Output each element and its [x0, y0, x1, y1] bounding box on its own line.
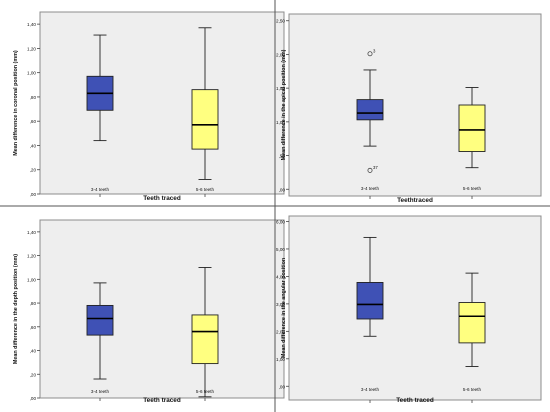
x-axis-label: Teeth traced [396, 397, 434, 404]
x-tick-label: 5-6 teeth [463, 186, 482, 191]
panels: ,00 ,20 ,40 ,60 ,80 1,00 1,20 1,40 Mean differen… [13, 11, 542, 404]
y-tick-label-1: 1,00 [276, 357, 285, 362]
plot-area [288, 215, 542, 401]
box-2: 5-6 teeth [458, 272, 486, 403]
y-axis-label: Mean difference in the apical position (… [281, 49, 287, 160]
y-tick-label-2: ,40 [30, 349, 37, 354]
plot-area [39, 219, 285, 399]
box-2: 5-6 teeth [191, 27, 219, 197]
y-tick-label-1: ,20 [30, 168, 37, 173]
y-tick-label-5: 1,00 [27, 277, 36, 282]
chart-panel-3: ,00 ,20 ,40 ,60 ,80 1,00 1,20 1,40 Mean differen… [13, 219, 285, 404]
outlier-point-2 [367, 167, 373, 173]
x-tick-label: 3-4 teeth [361, 387, 380, 392]
y-tick-label-3: ,60 [30, 325, 37, 330]
box-1: 3-4 teeth [86, 34, 114, 197]
y-axis-label: Mean difference in the angular position [281, 258, 287, 358]
iqr-box [191, 89, 219, 150]
iqr-box [458, 302, 486, 344]
y-tick-label-3: 1,50 [276, 86, 285, 91]
iqr-box [356, 282, 384, 320]
y-tick-label-1: ,50 [279, 154, 286, 159]
chart-panel-1: ,00 ,20 ,40 ,60 ,80 1,00 1,20 1,40 Mean differen… [13, 11, 285, 202]
x-axis-label: Teeth traced [143, 195, 181, 202]
x-tick-label: 5-6 teeth [196, 187, 215, 192]
y-tick-label-6: 6,00 [276, 219, 285, 224]
y-tick-label-4: ,80 [30, 95, 37, 100]
x-tick-label: 3-4 teeth [361, 186, 380, 191]
iqr-box [458, 104, 486, 152]
y-tick-label-4: ,80 [30, 301, 37, 306]
y-axis-label: Mean difference in the depth position (m… [13, 254, 19, 364]
y-tick-label-0: ,00 [279, 187, 286, 192]
y-tick-label-2: 1,00 [276, 120, 285, 125]
y-tick-label-7: 1,40 [27, 230, 36, 235]
x-axis-label: Teethtraced [397, 197, 433, 204]
y-tick-label-5: 5,00 [276, 247, 285, 252]
box-2: 5-6 teeth [191, 267, 219, 401]
y-tick-label-2: ,40 [30, 143, 37, 148]
iqr-box [86, 304, 114, 336]
x-tick-label: 3-4 teeth [91, 187, 110, 192]
iqr-box [191, 314, 219, 365]
x-tick-label: 3-4 teeth [91, 389, 110, 394]
x-tick-label: 5-6 teeth [463, 387, 482, 392]
outlier-label-2: 37 [373, 165, 378, 170]
box-1: 3 37 3-4 teeth [356, 48, 384, 199]
box-1: 3-4 teeth [356, 236, 384, 403]
y-tick-label-4: 2,00 [276, 52, 285, 57]
chart-panel-4: ,00 1,00 2,00 3,00 4,00 5,00 6,00 Mean differen… [276, 215, 542, 404]
y-tick-label-4: 4,00 [276, 274, 285, 279]
iqr-box [356, 99, 384, 121]
plot-area [288, 13, 542, 197]
y-tick-label-3: ,60 [30, 119, 37, 124]
outlier-label-1: 3 [373, 48, 376, 53]
y-tick-label-2: 2,00 [276, 329, 285, 334]
box-1: 3-4 teeth [86, 282, 114, 401]
plot-area [39, 11, 285, 195]
x-tick-label: 5-6 teeth [196, 389, 215, 394]
y-tick-label-6: 1,20 [27, 46, 36, 51]
y-axis-label: Mean difference in coronal position (mm) [13, 50, 19, 156]
y-tick-label-0: ,00 [279, 384, 286, 389]
y-tick-label-5: 1,00 [27, 71, 36, 76]
chart-panel-2: ,00 ,50 1,00 1,50 2,00 2,50 Mean difference in… [276, 13, 542, 204]
y-tick-label-0: ,00 [30, 396, 37, 401]
outlier-point-1 [367, 51, 373, 57]
y-tick-label-5: 2,50 [276, 19, 285, 24]
box-2: 5-6 teeth [458, 87, 486, 199]
y-tick-label-1: ,20 [30, 372, 37, 377]
y-tick-label-6: 1,20 [27, 254, 36, 259]
y-tick-label-7: 1,40 [27, 22, 36, 27]
x-axis-label: Teeth traced [143, 397, 181, 404]
y-tick-label-0: ,00 [30, 192, 37, 197]
y-tick-label-3: 3,00 [276, 302, 285, 307]
